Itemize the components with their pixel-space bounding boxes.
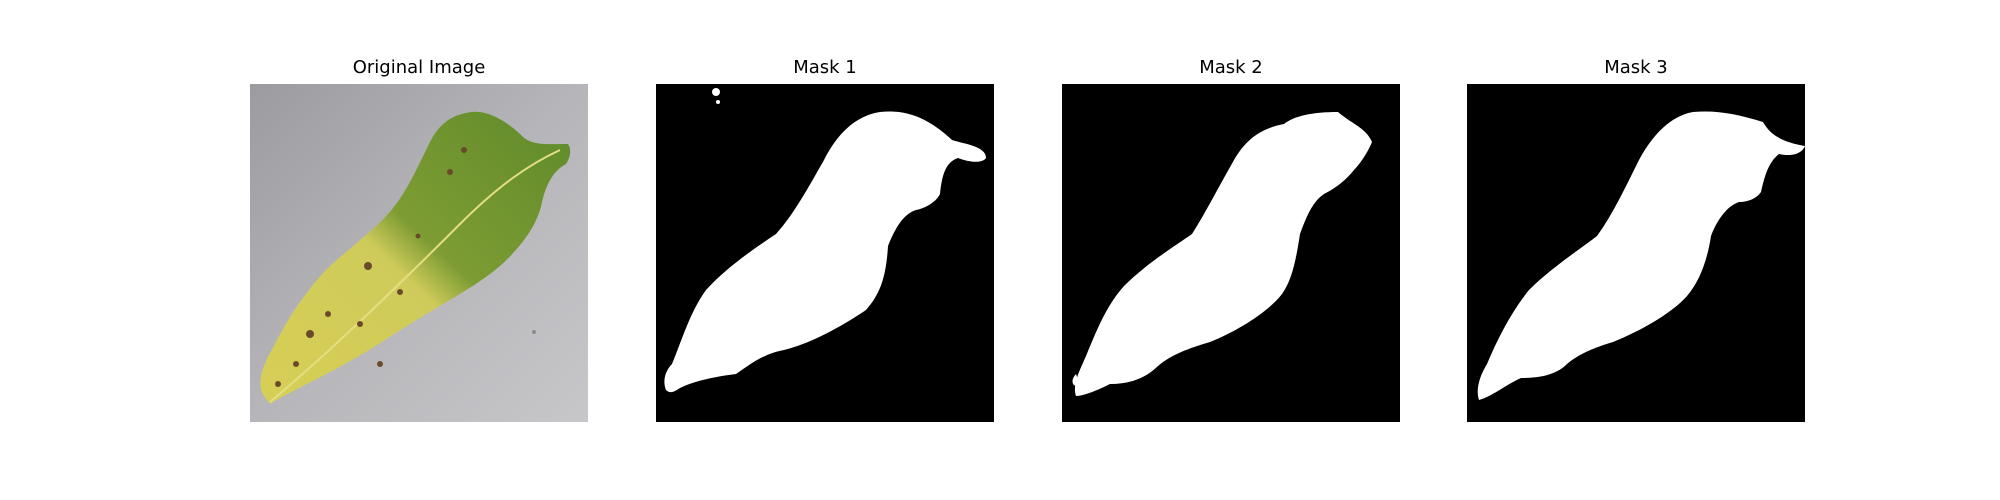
mask-image <box>656 84 994 422</box>
panel-mask-1: Mask 1 <box>656 0 994 500</box>
panel-title: Mask 2 <box>1199 57 1263 78</box>
panel-mask-2: Mask 2 <box>1062 0 1400 500</box>
panel-title: Mask 3 <box>1604 57 1668 78</box>
segmentation-mask <box>656 84 994 422</box>
panel-title: Original Image <box>352 57 486 78</box>
mask-image <box>1062 84 1400 422</box>
panel-original: Original Image <box>250 0 588 500</box>
mask-image <box>1467 84 1805 422</box>
leaf-photo <box>250 84 588 422</box>
segmentation-mask <box>1467 84 1805 422</box>
original-image <box>250 84 588 422</box>
segmentation-mask <box>1062 84 1400 422</box>
panel-mask-3: Mask 3 <box>1467 0 1805 500</box>
panel-title: Mask 1 <box>793 57 857 78</box>
